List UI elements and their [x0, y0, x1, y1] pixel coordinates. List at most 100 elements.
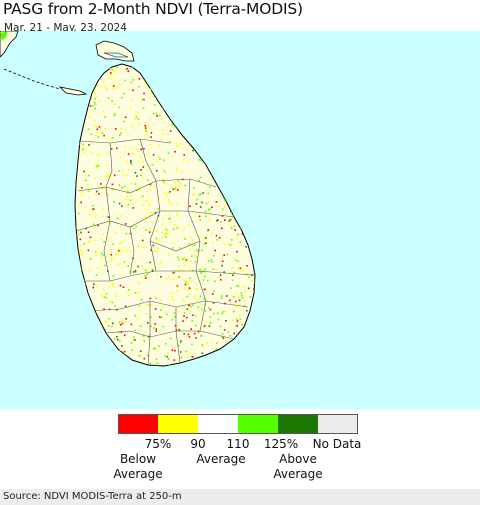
ndvi-pixel [199, 236, 201, 238]
ndvi-pixel [152, 348, 155, 350]
ndvi-pixel [75, 131, 77, 133]
ndvi-pixel [151, 163, 154, 166]
ndvi-pixel [139, 355, 141, 357]
ndvi-pixel [126, 291, 129, 294]
ndvi-pixel [108, 236, 111, 239]
ndvi-pixel [255, 245, 257, 247]
ndvi-pixel [200, 313, 202, 316]
ndvi-pixel [149, 88, 151, 90]
ndvi-pixel [147, 199, 149, 201]
ndvi-pixel [79, 238, 82, 241]
ndvi-pixel [120, 242, 122, 244]
ndvi-pixel [85, 336, 87, 338]
ndvi-pixel [206, 147, 208, 150]
ndvi-pixel [75, 263, 76, 266]
ndvi-pixel [211, 232, 213, 235]
ndvi-pixel [243, 128, 245, 130]
ndvi-pixel [115, 128, 117, 130]
ndvi-pixel [103, 185, 105, 188]
ndvi-pixel [128, 288, 130, 291]
ndvi-pixel [198, 215, 201, 218]
ndvi-pixel [169, 94, 171, 97]
ndvi-pixel [153, 79, 156, 81]
ndvi-pixel [164, 192, 166, 195]
ndvi-pixel [146, 208, 148, 210]
ndvi-pixel [228, 187, 231, 189]
ndvi-pixel [76, 352, 78, 355]
ndvi-pixel [76, 295, 79, 297]
ndvi-pixel [188, 83, 190, 86]
ndvi-pixel [108, 357, 110, 360]
ndvi-pixel [189, 236, 192, 238]
ndvi-pixel [217, 205, 220, 208]
ndvi-pixel [186, 260, 189, 263]
ndvi-pixel [257, 97, 259, 99]
ndvi-pixel [241, 324, 243, 326]
ndvi-pixel [97, 224, 99, 227]
ndvi-pixel [171, 155, 174, 158]
ndvi-pixel [95, 164, 97, 166]
ndvi-pixel [90, 84, 93, 87]
ndvi-pixel [147, 354, 149, 357]
ndvi-pixel [191, 356, 194, 358]
ndvi-pixel [77, 133, 80, 135]
ndvi-pixel [139, 169, 141, 171]
ndvi-pixel [98, 193, 100, 195]
legend-above-average-label: Above Average [273, 452, 323, 481]
ndvi-pixel [104, 86, 107, 88]
ndvi-pixel [199, 206, 202, 208]
ndvi-pixel [225, 320, 227, 322]
ndvi-pixel [188, 85, 190, 87]
ndvi-pixel [146, 85, 148, 87]
ndvi-pixel [156, 274, 158, 276]
ndvi-pixel [209, 116, 211, 118]
ndvi-pixel [231, 84, 234, 86]
ndvi-pixel [235, 100, 237, 102]
ndvi-pixel [133, 336, 135, 339]
ndvi-pixel [222, 87, 225, 90]
ndvi-pixel [127, 190, 129, 193]
ndvi-pixel [159, 65, 162, 67]
ndvi-pixel [171, 296, 174, 298]
ndvi-pixel [125, 68, 127, 71]
ndvi-pixel [227, 128, 229, 130]
ndvi-pixel [95, 95, 98, 98]
ndvi-pixel [188, 69, 190, 71]
ndvi-pixel [251, 180, 254, 182]
ndvi-pixel [78, 155, 81, 157]
ndvi-pixel [194, 298, 196, 300]
ndvi-pixel [155, 251, 158, 253]
ndvi-pixel [207, 229, 210, 231]
ndvi-pixel [155, 170, 158, 172]
ndvi-pixel [121, 205, 123, 207]
ndvi-pixel [173, 291, 175, 294]
ndvi-pixel [162, 133, 165, 136]
ndvi-pixel [215, 269, 218, 271]
ndvi-pixel [192, 149, 194, 152]
ndvi-pixel [196, 198, 199, 201]
ndvi-pixel [94, 92, 96, 95]
ndvi-pixel [212, 302, 215, 304]
ndvi-pixel [112, 257, 114, 260]
ndvi-pixel [112, 136, 114, 139]
ndvi-pixel [117, 355, 120, 357]
ndvi-pixel [145, 269, 147, 272]
ndvi-pixel [107, 174, 109, 176]
ndvi-pixel [94, 120, 96, 122]
ndvi-pixel [222, 311, 225, 313]
ndvi-pixel [79, 83, 81, 86]
ndvi-pixel [84, 147, 87, 150]
ndvi-pixel [251, 95, 253, 97]
ndvi-pixel [169, 303, 171, 305]
ndvi-pixel [175, 97, 178, 99]
ndvi-pixel [93, 101, 96, 104]
ndvi-pixel [140, 298, 143, 301]
ndvi-pixel [155, 358, 158, 360]
ndvi-pixel [171, 123, 174, 126]
ndvi-pixel [105, 320, 108, 323]
ndvi-pixel [179, 113, 181, 116]
ndvi-pixel [203, 326, 205, 328]
ndvi-pixel [146, 261, 148, 264]
ndvi-pixel [210, 71, 212, 73]
ndvi-pixel [227, 331, 229, 333]
